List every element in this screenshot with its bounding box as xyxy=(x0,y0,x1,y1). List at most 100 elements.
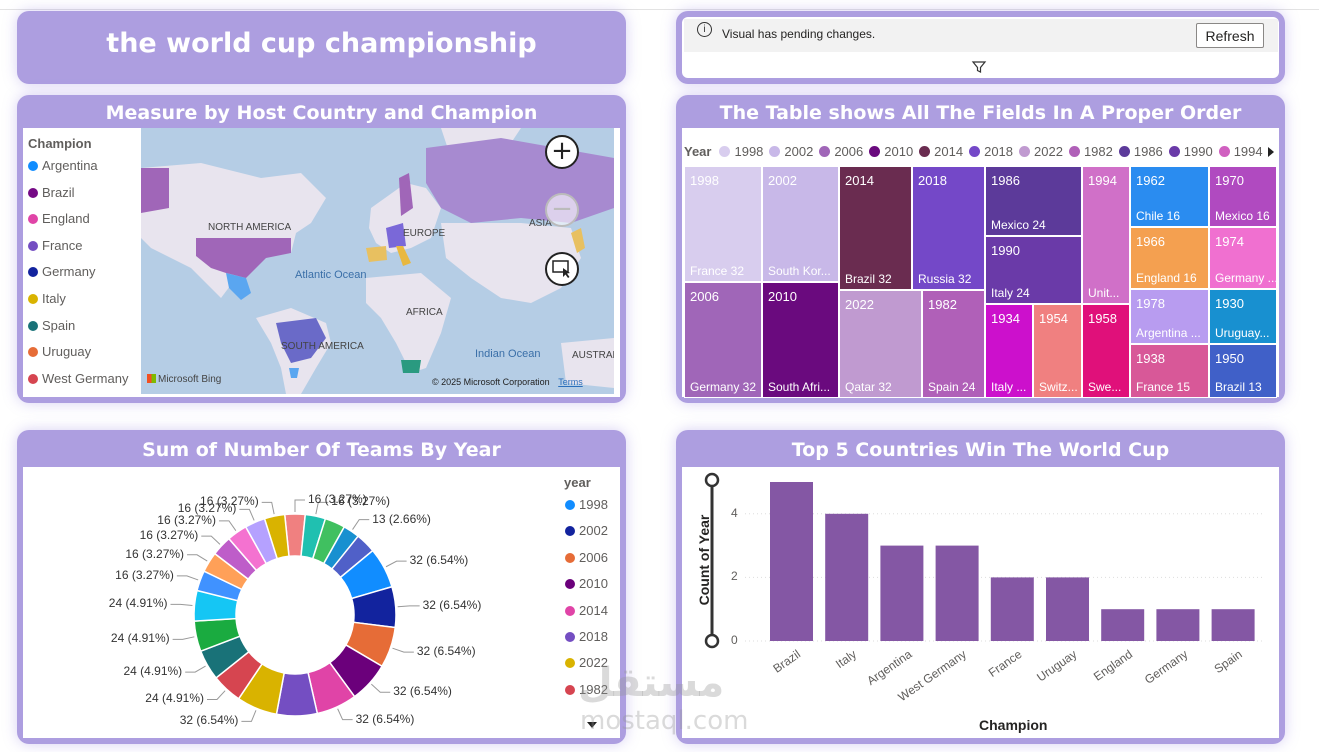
year-legend-item[interactable]: 2006 xyxy=(565,550,608,565)
treemap-tile[interactable]: 1998 France 32 xyxy=(684,166,762,282)
bar[interactable] xyxy=(880,545,924,641)
bar[interactable] xyxy=(825,513,869,641)
champion-legend-item[interactable]: Uruguay xyxy=(28,344,91,359)
refresh-button[interactable]: Refresh xyxy=(1196,23,1264,48)
donut-data-label: 16 (3.27%) xyxy=(331,494,390,509)
tile-year: 2002 xyxy=(768,173,797,188)
bar[interactable] xyxy=(1156,609,1200,641)
label-asia: ASIA xyxy=(529,218,552,229)
treemap-tile[interactable]: 1994 Unit... xyxy=(1082,166,1130,304)
treemap-tile[interactable]: 1990 Italy 24 xyxy=(985,236,1082,304)
donut-chart[interactable] xyxy=(20,468,620,738)
treemap-tile[interactable]: 2014 Brazil 32 xyxy=(839,166,912,290)
treemap-tile[interactable]: 1962 Chile 16 xyxy=(1130,166,1209,227)
year-legend-item[interactable]: 1990 xyxy=(1168,144,1213,159)
treemap-tile[interactable]: 2022 Qatar 32 xyxy=(839,290,922,398)
treemap-tile[interactable]: 1974 Germany ... xyxy=(1209,227,1277,289)
champion-legend-item[interactable]: Argentina xyxy=(28,158,98,173)
tile-year: 1974 xyxy=(1215,234,1244,249)
year-legend-item[interactable]: 2014 xyxy=(919,144,963,159)
year-legend-item[interactable]: 1982 xyxy=(565,682,608,697)
treemap-tile[interactable]: 1954 Switz... xyxy=(1033,304,1082,398)
year-legend-item[interactable]: 2018 xyxy=(565,629,608,644)
legend-dot-icon xyxy=(565,526,575,537)
bar[interactable] xyxy=(1101,609,1145,641)
year-legend-item[interactable]: 2006 xyxy=(819,144,863,159)
legend-label: 2006 xyxy=(834,144,864,159)
world-map[interactable]: NORTH AMERICA EUROPE ASIA AFRICA SOUTH A… xyxy=(141,128,614,394)
year-legend-item[interactable]: 1982 xyxy=(1068,144,1113,159)
champion-legend-item[interactable]: Italy xyxy=(28,291,66,306)
bar-chart[interactable] xyxy=(684,470,1264,730)
legend-dot-icon xyxy=(565,632,575,642)
donut-leader-line xyxy=(241,710,257,722)
bar[interactable] xyxy=(1211,609,1255,641)
champion-legend-item[interactable]: Germany xyxy=(28,264,95,279)
champion-legend-item[interactable]: France xyxy=(28,238,82,253)
legend-next-arrow-icon[interactable] xyxy=(1266,146,1276,158)
treemap-tile[interactable]: 2018 Russia 32 xyxy=(912,166,985,290)
bar[interactable] xyxy=(1046,577,1089,641)
tile-year: 1994 xyxy=(1088,173,1117,188)
treemap-tile[interactable]: 1930 Uruguay... xyxy=(1209,289,1277,344)
champion-legend-item[interactable]: Spain xyxy=(28,318,75,333)
year-legend-item[interactable]: 1998 xyxy=(719,144,763,159)
donut-leader-line xyxy=(170,603,193,606)
donut-data-label: 24 (4.91%) xyxy=(110,631,170,646)
donut-leader-line xyxy=(218,520,237,531)
legend-label: 1998 xyxy=(734,144,764,159)
champion-legend-item[interactable]: West Germany xyxy=(28,371,128,386)
donut-data-label: 32 (6.54%) xyxy=(409,553,469,568)
zoom-out-button[interactable]: − xyxy=(545,193,579,227)
axis-zoom-slider-handle[interactable] xyxy=(704,633,720,649)
legend-label: 1994 xyxy=(1233,144,1263,159)
legend-dot-icon xyxy=(1218,146,1230,157)
treemap-tile[interactable]: 1966 England 16 xyxy=(1130,227,1209,289)
treemap-tile[interactable]: 2006 Germany 32 xyxy=(684,282,762,398)
legend-label: 2002 xyxy=(784,144,814,159)
year-legend-item[interactable]: 2002 xyxy=(769,144,813,159)
year-legend-item[interactable]: 2018 xyxy=(969,144,1013,159)
year-legend-item[interactable]: 2010 xyxy=(869,144,913,159)
treemap-tile[interactable]: 2002 South Kor... xyxy=(762,166,839,282)
year-legend-item[interactable]: 2002 xyxy=(565,523,608,538)
year-legend-item[interactable]: 2014 xyxy=(565,603,608,618)
treemap-tile[interactable]: 1970 Mexico 16 xyxy=(1209,166,1277,227)
year-legend-item[interactable]: 2022 xyxy=(565,655,608,670)
year-legend-item[interactable]: 1986 xyxy=(1118,144,1163,159)
select-area-button[interactable] xyxy=(545,252,579,286)
treemap-tile[interactable]: 1934 Italy ... xyxy=(985,304,1033,398)
bar[interactable] xyxy=(770,482,813,641)
bar-y-tick-label: 2 xyxy=(731,569,738,584)
legend-scroll-down-icon[interactable] xyxy=(586,721,598,729)
bar[interactable] xyxy=(990,577,1034,641)
treemap-tile[interactable]: 1950 Brazil 13 xyxy=(1209,344,1277,398)
tile-year: 1986 xyxy=(991,173,1020,188)
map-land-italy xyxy=(396,246,411,266)
terms-link[interactable]: Terms xyxy=(558,377,583,387)
zoom-in-button[interactable]: + xyxy=(545,135,579,169)
treemap-tile[interactable]: 1978 Argentina ... xyxy=(1130,289,1209,344)
bar-y-tick-label: 4 xyxy=(731,505,738,520)
map-land-sweden xyxy=(399,173,413,216)
treemap-tile[interactable]: 2010 South Afri... xyxy=(762,282,839,398)
axis-zoom-slider-handle[interactable] xyxy=(704,472,720,488)
champion-legend-item[interactable]: England xyxy=(28,211,90,226)
year-legend-item[interactable]: 1994 xyxy=(1218,144,1263,159)
year-legend-item[interactable]: 2010 xyxy=(565,576,608,591)
tile-label: Uruguay... xyxy=(1215,326,1270,340)
year-legend-item[interactable]: 1998 xyxy=(565,497,608,512)
treemap-tile[interactable]: 1958 Swe... xyxy=(1082,304,1130,398)
tile-year: 1998 xyxy=(690,173,719,188)
treemap-tile[interactable]: 1982 Spain 24 xyxy=(922,290,985,398)
donut-slice[interactable] xyxy=(263,513,290,560)
bar[interactable] xyxy=(935,545,979,641)
legend-label: Germany xyxy=(42,264,96,280)
champion-legend-item[interactable]: Brazil xyxy=(28,185,75,200)
map-land-uruguay xyxy=(289,368,299,378)
treemap-tile[interactable]: 1938 France 15 xyxy=(1130,344,1209,398)
year-legend-item[interactable]: 2022 xyxy=(1019,144,1063,159)
legend-dot-icon xyxy=(28,187,38,198)
filter-icon[interactable] xyxy=(971,60,987,74)
treemap-tile[interactable]: 1986 Mexico 24 xyxy=(985,166,1082,236)
